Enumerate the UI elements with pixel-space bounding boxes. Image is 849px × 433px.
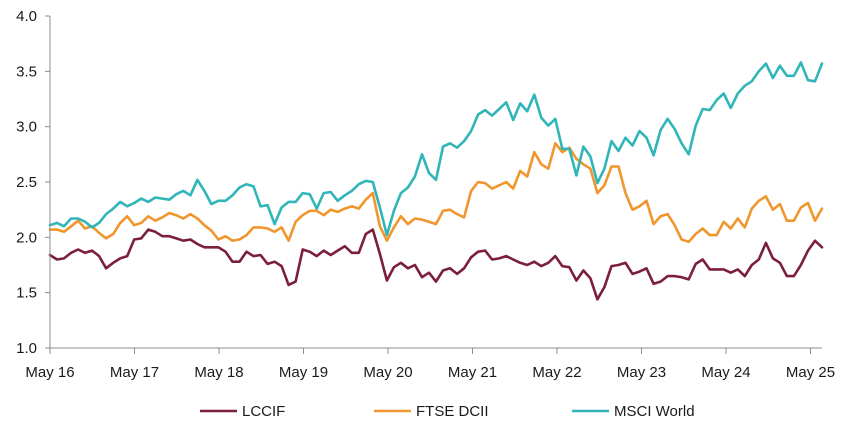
- legend: LCCIF FTSE DCII MSCI World: [200, 403, 695, 420]
- y-tick-label: 3.5: [16, 63, 37, 80]
- x-tick-labels: May 16 May 17 May 18 May 19 May 20 May 21 May …: [25, 348, 835, 381]
- y-tick-label: 2.5: [16, 174, 37, 191]
- x-tick-label: May 19: [279, 364, 328, 381]
- y-tick-label: 1.0: [16, 340, 37, 357]
- x-tick-label: May 16: [25, 364, 74, 381]
- x-tick-label: May 25: [786, 364, 835, 381]
- y-tick-label: 2.0: [16, 229, 37, 246]
- y-tick-label: 3.0: [16, 119, 37, 136]
- x-tick-label: May 21: [448, 364, 497, 381]
- y-tick-label: 4.0: [16, 8, 37, 25]
- y-tick-label: 1.5: [16, 285, 37, 302]
- x-tick-label: May 17: [110, 364, 159, 381]
- x-tick-label: May 23: [617, 364, 666, 381]
- legend-label-lccif: LCCIF: [242, 403, 285, 420]
- series-line-msci-world: [48, 61, 824, 237]
- series-layer: [48, 61, 824, 301]
- series-line-ftse-dcii: [48, 142, 824, 244]
- x-tick-label: May 20: [363, 364, 412, 381]
- x-tick-label: May 18: [194, 364, 243, 381]
- y-tick-labels: 1.0 1.5 2.0 2.5 3.0 3.5 4.0: [16, 8, 50, 357]
- series-line-lccif: [48, 228, 824, 301]
- x-tick-label: May 24: [701, 364, 750, 381]
- legend-label-msci-world: MSCI World: [614, 403, 695, 420]
- x-tick-label: May 22: [532, 364, 581, 381]
- legend-label-ftse-dcii: FTSE DCII: [416, 403, 489, 420]
